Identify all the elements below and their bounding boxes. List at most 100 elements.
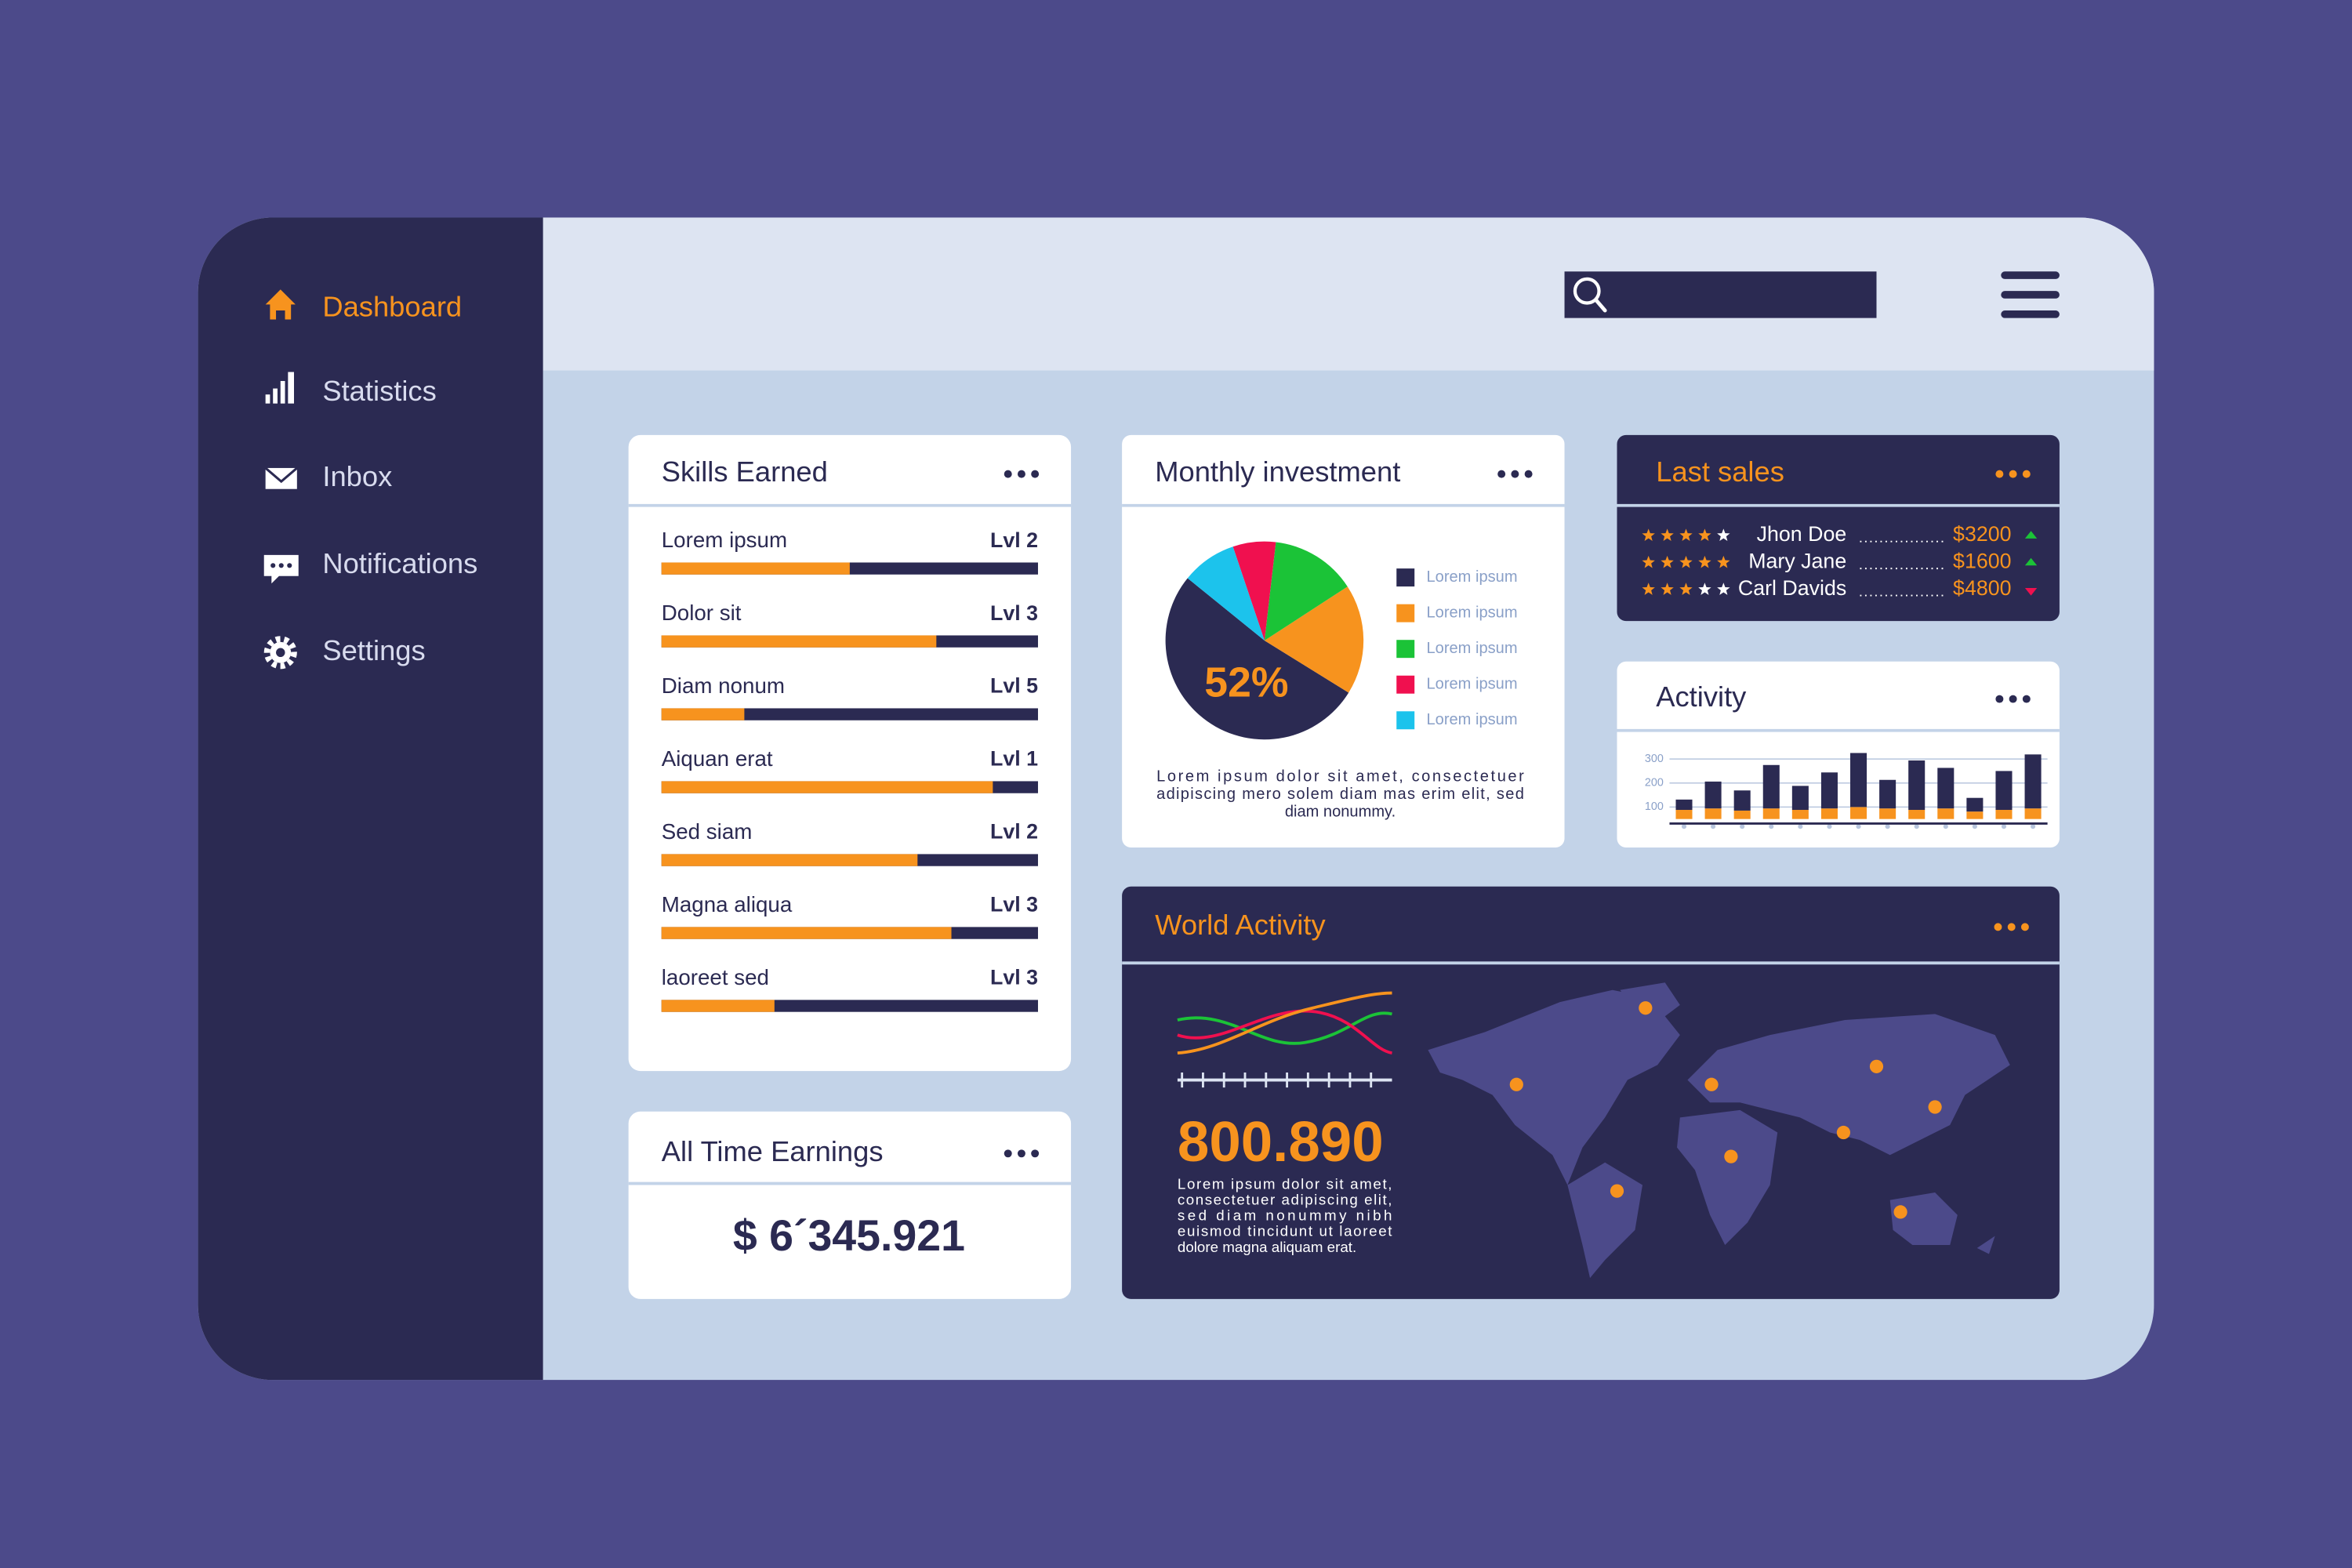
activity-bar [1820, 772, 1838, 809]
legend-swatch [1396, 604, 1415, 622]
activity-bar [1937, 808, 1955, 819]
skill-name: laoreet sed [662, 965, 769, 989]
card-menu[interactable] [1004, 470, 1040, 478]
skill-level: Lvl 2 [990, 528, 1038, 552]
rating-star [1717, 528, 1730, 542]
nav-item[interactable]: Dashboard [322, 291, 462, 323]
settings-icon [263, 636, 297, 670]
card-title: Activity [1656, 681, 1747, 713]
sales-amount: $1600 [1953, 550, 2011, 573]
x-tick-dot [2001, 824, 2007, 829]
y-tick-label: 300 [1645, 753, 1664, 765]
skill-track [661, 708, 1038, 720]
activity-bar [1908, 760, 1926, 811]
rating-star [1642, 583, 1655, 595]
activity-bar [1879, 808, 1896, 819]
sales-name: Mary Jane [1748, 550, 1846, 573]
skill-name: Dolor sit [662, 601, 742, 625]
skill-progress [661, 781, 993, 793]
sidebar [198, 217, 543, 1381]
activity-bar [1704, 781, 1722, 809]
world-note: Lorem ipsum dolor sit amet, [1178, 1175, 1392, 1192]
x-tick-dot [1769, 824, 1774, 829]
legend-swatch [1396, 640, 1415, 659]
skill-progress [661, 1000, 775, 1012]
rating-star [1642, 528, 1655, 542]
card-menu[interactable] [1995, 695, 2031, 703]
rating-star [1679, 583, 1693, 595]
card-menu[interactable] [1995, 470, 2031, 478]
activity-bar [1850, 807, 1867, 819]
activity-bar [1762, 764, 1780, 809]
earnings-card [628, 1111, 1072, 1299]
skill-name: Sed siam [662, 819, 753, 844]
y-tick-label: 200 [1645, 777, 1664, 789]
skill-level: Lvl 2 [990, 820, 1038, 844]
skill-level: Lvl 5 [990, 674, 1038, 698]
activity-bar [1675, 810, 1693, 819]
trend-indicator [2024, 588, 2038, 596]
rating-star [1661, 555, 1674, 568]
rating-star [1661, 583, 1674, 595]
nav-item[interactable]: Notifications [322, 547, 477, 579]
activity-bar [1791, 786, 1809, 811]
map-markers [1509, 1001, 1942, 1219]
card-menu[interactable] [1004, 1149, 1040, 1158]
activity-bar [1966, 797, 1984, 812]
header [543, 217, 2154, 371]
x-tick-dot [1856, 824, 1861, 829]
card-title: Monthly investment [1155, 456, 1400, 488]
nav-item[interactable]: Statistics [322, 375, 436, 407]
legend-label: Lorem ipsum [1427, 711, 1518, 728]
trend-indicator [2024, 557, 2038, 566]
activity-bar [1937, 768, 1955, 809]
investment-note: Lorem ipsum dolor sit amet, consectetuer [1156, 768, 1524, 785]
rating-star [1698, 528, 1711, 542]
nav-item[interactable]: Inbox [322, 460, 392, 492]
rating-star [1698, 555, 1711, 568]
activity-bar [1675, 799, 1693, 811]
skill-name: Lorem ipsum [662, 528, 787, 552]
x-tick-dot [1798, 824, 1803, 829]
rating-star [1698, 583, 1711, 595]
skill-level: Lvl 3 [990, 893, 1038, 916]
legend-swatch [1396, 568, 1415, 587]
pie-slice [1187, 546, 1265, 641]
legend-label: Lorem ipsum [1427, 568, 1518, 586]
pie-value-label: 52% [1204, 660, 1288, 706]
sales-amount: $3200 [1953, 522, 2011, 546]
nav-icons [263, 289, 299, 670]
activity-bar [2024, 754, 2042, 809]
rating-star [1679, 555, 1693, 568]
search-box[interactable] [1564, 271, 1877, 318]
investment-note: diam nonummy. [1285, 804, 1396, 821]
inbox-icon [264, 466, 298, 489]
activity-bar [1995, 810, 2013, 819]
x-tick-dot [1681, 824, 1687, 829]
activity-bar [1908, 810, 1926, 819]
x-tick-dot [2031, 824, 2036, 829]
skills-card [628, 434, 1072, 1072]
world-note: sed diam nonummy nibh [1178, 1207, 1392, 1224]
card-menu[interactable] [1994, 923, 2029, 931]
x-tick-dot [1914, 824, 1919, 829]
card-menu[interactable] [1497, 470, 1533, 478]
menu-button[interactable] [2001, 271, 2060, 318]
earnings-amount: $ 6´345.921 [733, 1211, 965, 1260]
legend-swatch [1396, 711, 1415, 730]
skill-name: Diam nonum [662, 673, 785, 698]
skill-level: Lvl 3 [990, 966, 1038, 989]
stats-icon [265, 372, 294, 404]
activity-bar [1820, 808, 1838, 819]
rating-star [1642, 555, 1655, 568]
skill-name: Aiquan erat [662, 746, 773, 771]
activity-bar [1791, 810, 1809, 819]
legend-label: Lorem ipsum [1427, 640, 1518, 657]
skill-progress [661, 854, 918, 866]
nav-item[interactable]: Settings [322, 634, 425, 666]
world-note: dolore magna aliquam erat. [1178, 1239, 1356, 1255]
world-trend-lines [1177, 991, 1392, 1088]
skill-name: Magna aliqua [662, 892, 793, 916]
skill-level: Lvl 1 [990, 747, 1038, 771]
